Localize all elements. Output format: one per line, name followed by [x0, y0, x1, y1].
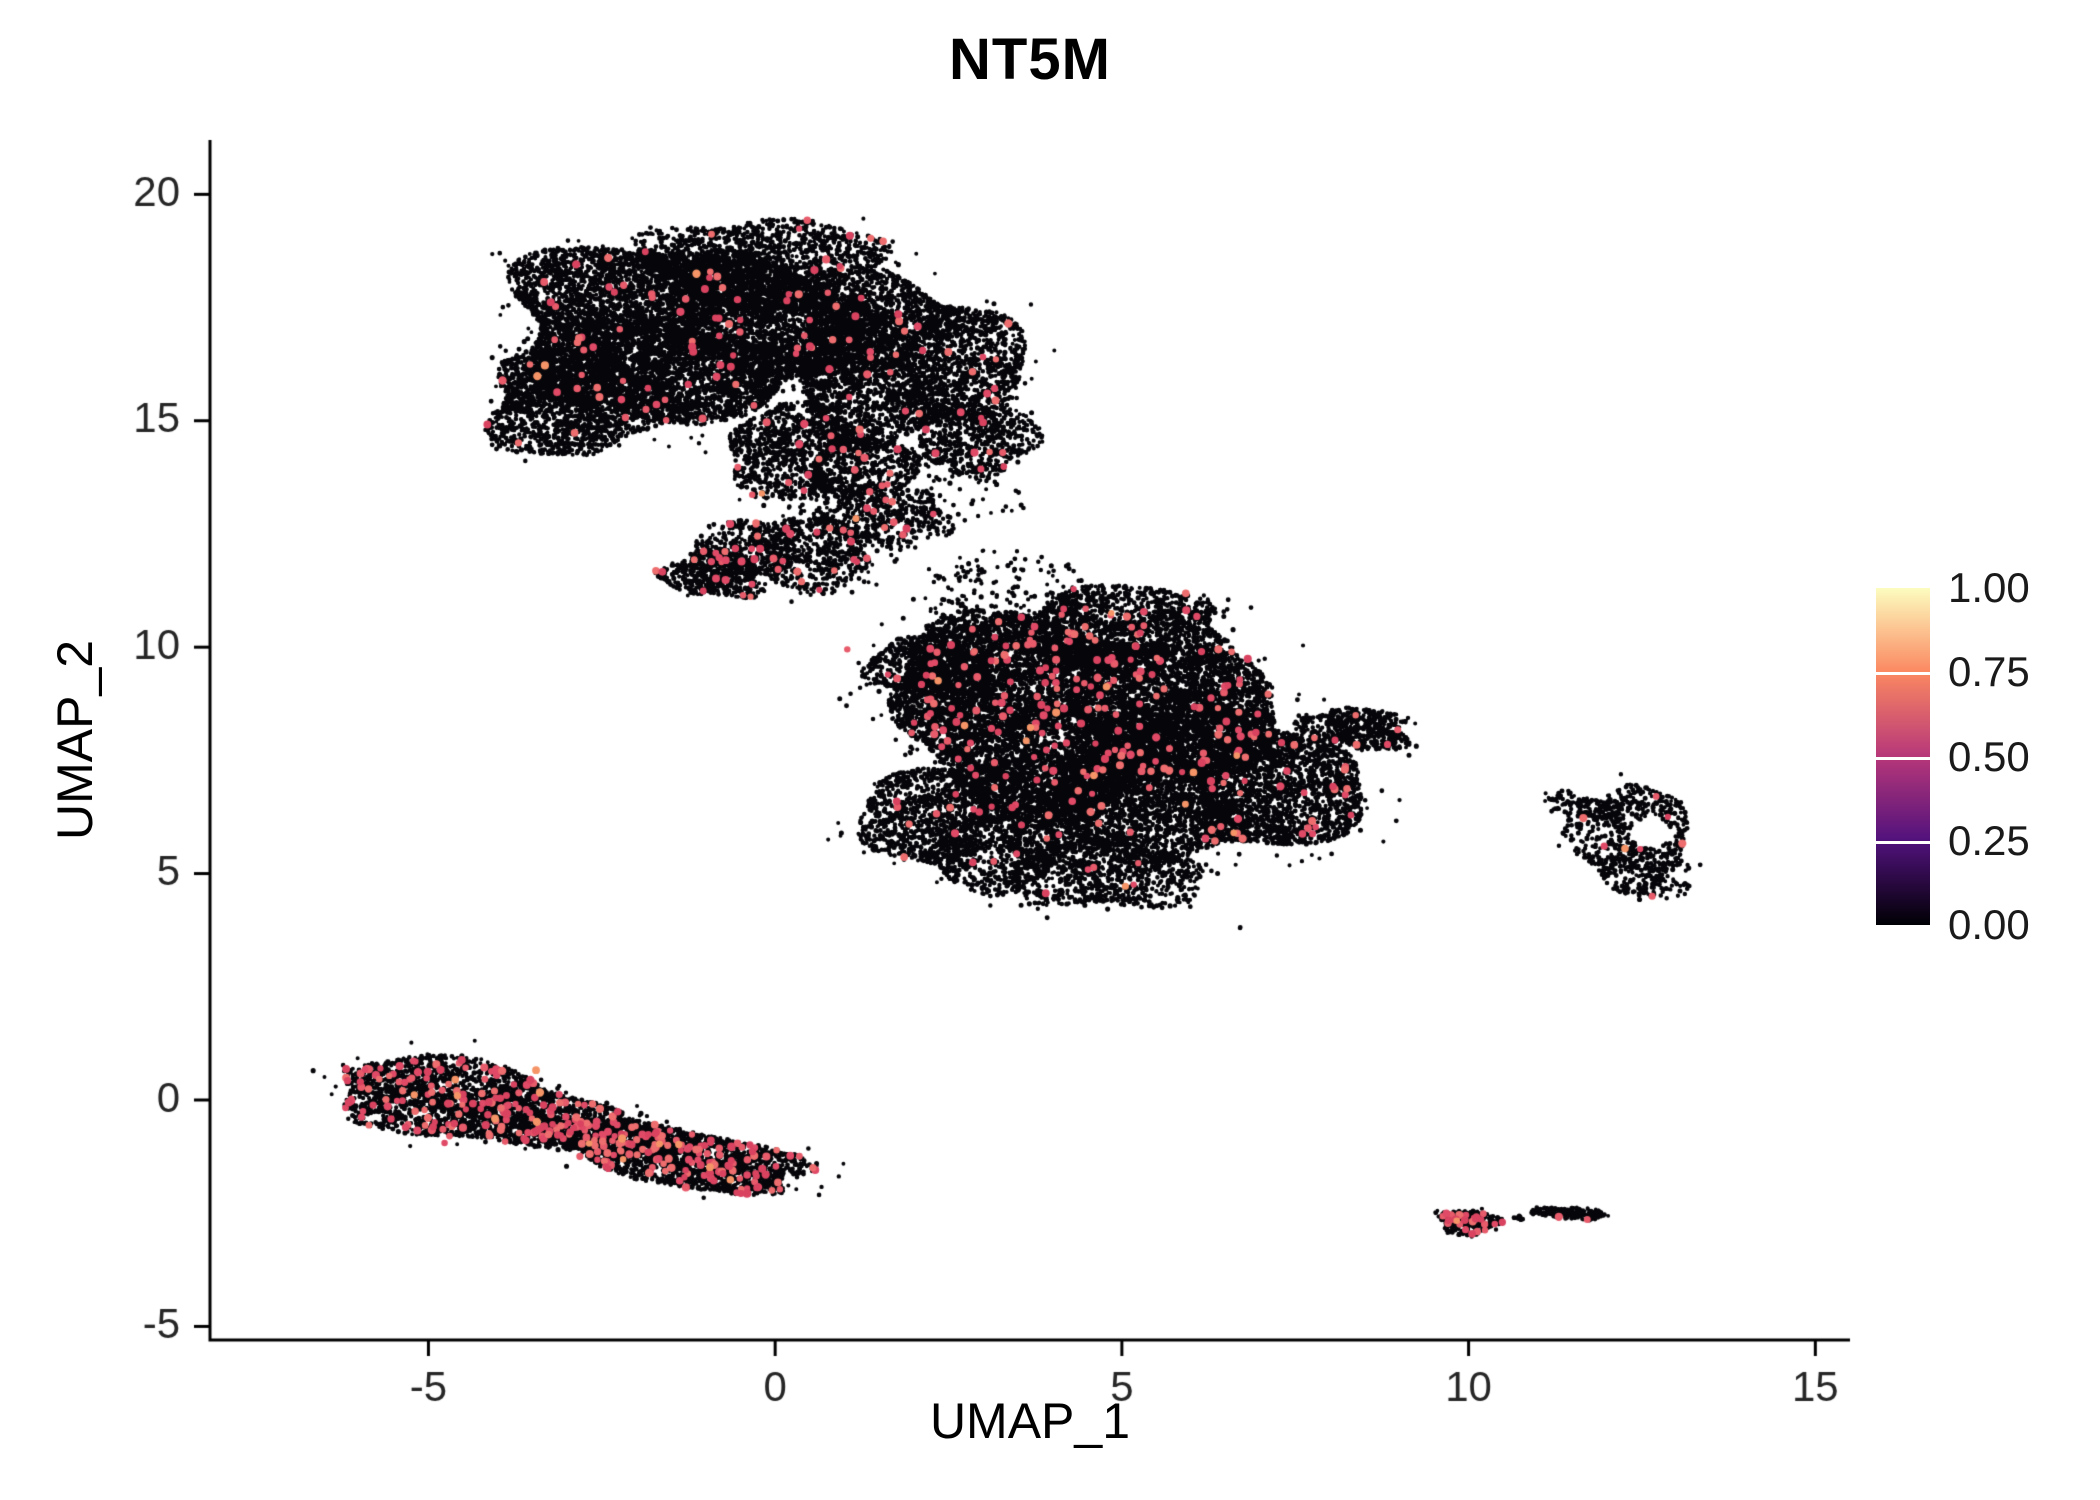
colorbar-tick	[1876, 840, 1930, 844]
x-axis-label: UMAP_1	[929, 1393, 1131, 1449]
colorbar-label: 1.00	[1948, 564, 2030, 611]
colorbar: 1.00 0.75 0.50 0.25 0.00	[1876, 564, 2096, 948]
colorbar-label: 0.00	[1948, 901, 2030, 948]
colorbar-label: 0.25	[1948, 816, 2030, 864]
y-axis-label: UMAP_2	[47, 639, 103, 841]
colorbar-label: 0.50	[1948, 732, 2030, 780]
plot-title: NT5M	[949, 27, 1111, 92]
colorbar-label: 0.75	[1948, 648, 2030, 696]
colorbar-tick	[1876, 756, 1930, 760]
colorbar-tick	[1876, 672, 1930, 676]
